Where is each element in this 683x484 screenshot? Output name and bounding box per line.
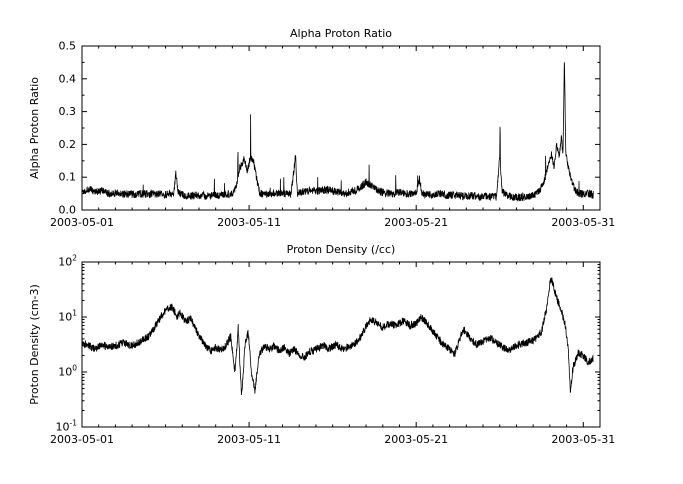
proton-density-x-tick-label: 2003-05-11 [217,433,281,446]
alpha-proton-ratio-x-tick-label: 2003-05-21 [384,216,448,229]
proton-density-y-tick-label: 102 [58,254,77,269]
alpha-proton-ratio-y-tick-label: 0.2 [59,138,77,151]
alpha-proton-ratio-y-tick-label: 0.0 [59,204,77,217]
alpha-proton-ratio-y-tick-label: 0.3 [59,105,77,118]
proton-density-ylabel: Proton Density (cm-3) [28,284,41,405]
alpha-proton-ratio-y-tick-label: 0.4 [59,72,77,85]
proton-density-x-tick-label: 2003-05-21 [384,433,448,446]
proton-density-series-line [82,277,594,396]
alpha-proton-ratio-chart: Alpha Proton Ratio Alpha Proton Ratio 2003… [28,27,615,229]
alpha-proton-ratio-series-line [82,62,594,202]
proton-density-x-tick-label: 2003-05-31 [551,433,615,446]
proton-density-title: Proton Density (/cc) [287,243,396,256]
alpha-proton-ratio-y-tick-label: 0.5 [59,40,77,53]
alpha-proton-ratio-y-tick-label: 0.1 [59,171,77,184]
proton-density-y-tick-label: 101 [58,309,77,324]
proton-density-chart: Proton Density (/cc) Proton Density (cm-3… [28,243,615,446]
proton-density-y-tick-label: 100 [58,364,77,379]
alpha-proton-ratio-x-tick-label: 2003-05-11 [217,216,281,229]
alpha-proton-ratio-title: Alpha Proton Ratio [290,27,392,40]
proton-density-axes-box [81,261,601,428]
alpha-proton-ratio-x-tick-label: 2003-05-31 [551,216,615,229]
proton-density-x-tick-label: 2003-05-01 [50,433,114,446]
alpha-proton-ratio-x-tick-label: 2003-05-01 [50,216,114,229]
alpha-proton-ratio-ylabel: Alpha Proton Ratio [28,77,41,179]
alpha-proton-ratio-axes-box [81,45,601,211]
proton-density-y-tick-label: 10-1 [56,419,78,434]
